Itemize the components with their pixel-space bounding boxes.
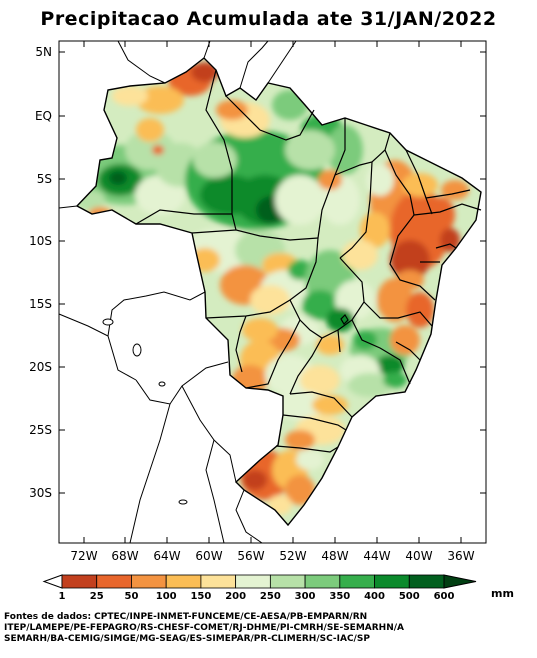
state-borders	[135, 69, 482, 453]
data-sources: Fontes de dados: CPTEC/INPE-INMET-FUNCEM…	[4, 612, 534, 645]
precip-patch	[285, 430, 315, 450]
lon-label: 60W	[195, 549, 222, 563]
colorbar-label: 1	[59, 591, 66, 602]
colorbar-label: 250	[260, 591, 281, 602]
precip-patch	[383, 372, 407, 388]
precip-patch	[200, 175, 260, 215]
lon-label: 44W	[363, 549, 390, 563]
lat-label: 15S	[29, 297, 52, 311]
precip-patch	[441, 180, 469, 200]
colorbar-label: 100	[156, 591, 177, 602]
precip-patch	[193, 142, 237, 178]
precip-patch	[302, 290, 338, 320]
colorbar-swatch	[200, 574, 237, 589]
map-title: Precipitacao Acumulada ate 31/JAN/2022	[40, 8, 497, 30]
precip-patch	[402, 173, 438, 197]
precip-patch	[312, 395, 348, 415]
colorbar-label: 300	[295, 591, 316, 602]
precip-patch	[353, 330, 377, 350]
precip-patch	[326, 308, 354, 332]
precip-patch	[296, 450, 324, 470]
neighbor-borders	[58, 40, 297, 544]
precip-patch	[300, 365, 340, 395]
colorbar-swatch	[269, 574, 306, 589]
precip-patch	[390, 240, 430, 280]
colorbar-label: 50	[124, 591, 138, 602]
lon-label: 36W	[447, 549, 474, 563]
precip-patch	[109, 171, 127, 185]
precip-patch	[342, 240, 378, 270]
precip-patch	[425, 197, 455, 233]
colorbar-swatch	[304, 574, 341, 589]
lon-label: 48W	[321, 549, 348, 563]
country-outline-blobs	[102, 318, 188, 505]
colorbar-label: 25	[90, 591, 104, 602]
colorbar-swatch	[339, 574, 375, 589]
lat-label: 20S	[29, 360, 52, 374]
precip-patch	[390, 325, 420, 355]
colorbar-swatch	[374, 574, 410, 589]
sources-line-1: Fontes de dados: CPTEC/INPE-INMET-FUNCEM…	[4, 612, 368, 622]
precip-patch	[316, 335, 344, 355]
latitude-axis: 5N EQ 5S 10S 15S 20S 25S 30S	[29, 45, 486, 500]
precip-patch	[348, 373, 392, 397]
lon-label: 68W	[111, 549, 138, 563]
precip-patch	[250, 285, 290, 315]
precipitation-field	[77, 58, 481, 525]
colorbar-label: 600	[434, 591, 455, 602]
colorbar-swatch	[235, 574, 271, 589]
precip-patch	[152, 145, 164, 155]
lon-label: 40W	[405, 549, 432, 563]
colorbar-label: 400	[364, 591, 385, 602]
lon-label: 64W	[153, 549, 180, 563]
precip-patch	[136, 86, 184, 114]
colorbar: 1 25 50 100 150 200 250 300 350 400 500 600	[42, 574, 477, 602]
colorbar-label: 350	[329, 591, 350, 602]
lat-label: 25S	[29, 423, 52, 437]
colorbar-label: 150	[190, 591, 211, 602]
lon-label: 72W	[70, 549, 97, 563]
sources-line-2: ITEP/LAMEPE/PE-FEPAGRO/RS-CHESF-COMET/RJ…	[4, 623, 404, 633]
colorbar-label: 500	[399, 591, 420, 602]
colorbar-label: 200	[225, 591, 246, 602]
lat-label: 5N	[35, 45, 52, 59]
colorbar-swatch	[131, 574, 167, 589]
lat-label: 30S	[29, 486, 52, 500]
precip-patch	[285, 475, 315, 505]
colorbar-swatch	[61, 574, 98, 589]
precip-patch	[376, 355, 404, 375]
precip-patch	[275, 390, 325, 420]
precip-patch	[191, 62, 219, 82]
lat-label: EQ	[35, 109, 52, 123]
colorbar-swatch	[165, 574, 202, 589]
precip-patch	[216, 100, 248, 120]
colorbar-swatch	[96, 574, 132, 589]
colorbar-arrow-left	[42, 574, 63, 589]
colorbar-unit: mm	[491, 587, 514, 600]
precip-patch	[243, 470, 267, 490]
precip-patch	[275, 175, 325, 225]
precip-patch	[406, 292, 434, 328]
precip-patch	[242, 318, 278, 342]
precip-patch	[112, 86, 148, 106]
sources-line-3: SEMARH/BA-CEMIG/SIMGE/MG-SEAG/ES-SIMEPAR…	[4, 634, 370, 644]
lat-label: 10S	[29, 234, 52, 248]
precip-patch	[366, 164, 394, 196]
lat-label: 5S	[37, 172, 52, 186]
precip-patch	[285, 130, 335, 170]
precip-patch	[136, 118, 164, 142]
colorbar-arrow-right	[443, 574, 477, 589]
lon-label: 52W	[279, 549, 306, 563]
lon-label: 56W	[237, 549, 264, 563]
colorbar-swatch	[408, 574, 445, 589]
longitude-axis: 72W 68W 64W 60W 56W 52W 48W 44W 40W 36W	[70, 41, 475, 563]
